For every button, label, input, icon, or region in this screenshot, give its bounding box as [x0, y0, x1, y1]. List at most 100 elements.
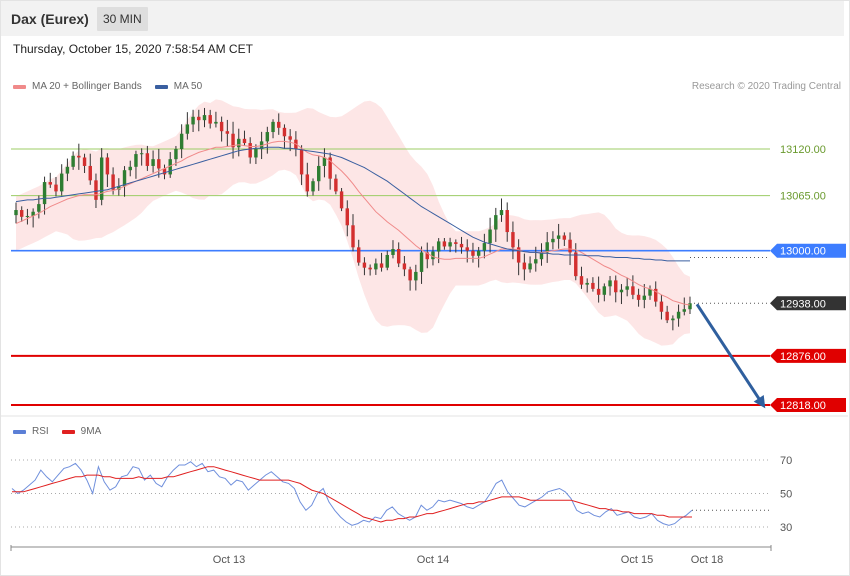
- candle-body: [494, 215, 498, 230]
- candle-body: [305, 174, 310, 192]
- candle-body: [219, 121, 224, 132]
- x-tick-label-2: Oct 15: [621, 554, 653, 566]
- level-badge-12938.00: [770, 296, 846, 311]
- candle-body: [179, 133, 184, 149]
- candle-body: [476, 250, 481, 256]
- candle-body: [111, 174, 115, 190]
- chart-header: Dax (Eurex) 30 MIN: [1, 1, 844, 36]
- candle-body: [436, 241, 441, 252]
- candle-body: [465, 247, 469, 251]
- candle-body: [374, 263, 378, 270]
- ma50-line: [15, 146, 690, 262]
- timestamp: Thursday, October 15, 2020 7:58:54 AM CE…: [13, 42, 253, 56]
- candle-body: [334, 178, 338, 192]
- level-label-13120.00: 13120.00: [780, 144, 826, 156]
- rsi-9ma-line: [12, 466, 692, 523]
- candle-body: [339, 191, 344, 209]
- candle-body: [328, 157, 332, 179]
- candle-body: [379, 263, 384, 268]
- candle-body: [676, 311, 681, 319]
- ma9-legend-swatch: [61, 429, 75, 434]
- candle-body: [254, 149, 258, 158]
- candle-body: [157, 159, 161, 169]
- candle-body: [539, 252, 544, 260]
- ma20-legend-swatch: [13, 84, 26, 89]
- candle-body: [139, 153, 144, 155]
- candle-body: [482, 243, 487, 251]
- candle-body: [128, 166, 132, 171]
- candle-body: [625, 286, 629, 290]
- candle-body: [688, 303, 692, 310]
- level-badge-13000.00: [770, 243, 846, 258]
- candle-body: [311, 181, 315, 192]
- level-badge-12818.00: [770, 398, 846, 412]
- candle-body: [402, 263, 407, 270]
- candle-body: [151, 159, 155, 166]
- candle-body: [237, 138, 241, 148]
- candle-body: [448, 242, 452, 247]
- candle-body: [522, 262, 527, 270]
- main-legend: MA 20 + Bollinger Bands MA 50: [13, 81, 202, 92]
- candle-body: [659, 301, 664, 312]
- candle-body: [454, 242, 458, 244]
- rsi-tick-label-50: 50: [780, 489, 792, 501]
- candle-body: [317, 165, 321, 182]
- candle-body: [654, 288, 658, 302]
- instrument-title: Dax (Eurex): [11, 11, 89, 27]
- candle-body: [671, 318, 675, 321]
- candle-body: [351, 225, 355, 248]
- candle-body: [14, 210, 18, 216]
- candle-body: [619, 289, 624, 293]
- x-tick-label-1: Oct 14: [417, 554, 449, 566]
- candle-body: [396, 249, 401, 264]
- candle-body: [636, 294, 641, 300]
- candle-body: [385, 254, 389, 268]
- candle-body: [65, 166, 70, 174]
- candle-body: [231, 133, 235, 148]
- rsi-legend-label: RSI: [32, 426, 49, 437]
- candle-body: [362, 262, 367, 268]
- ma20-line: [15, 140, 691, 306]
- rsi-tick-label-30: 30: [780, 522, 792, 534]
- x-tick-label-3: Oct 18: [691, 554, 723, 566]
- candle-body: [356, 247, 361, 263]
- candle-body: [534, 259, 538, 264]
- forecast-arrow-head: [753, 394, 766, 409]
- forecast-arrow-shaft: [695, 303, 764, 405]
- candle-body: [665, 311, 669, 321]
- candle-body: [214, 121, 218, 124]
- candle-body: [122, 170, 127, 187]
- credit-text: Research © 2020 Trading Central: [691, 81, 841, 92]
- timeframe-button[interactable]: 30 MIN: [97, 7, 148, 31]
- candle-body: [459, 243, 464, 248]
- candle-body: [511, 232, 515, 248]
- candle-body: [408, 269, 412, 281]
- candle-body: [37, 204, 41, 212]
- candle-body: [191, 116, 195, 125]
- candle-body: [322, 157, 327, 166]
- ma9-legend-label: 9MA: [80, 426, 102, 437]
- candle-body: [585, 282, 589, 285]
- candle-body: [59, 173, 64, 192]
- candle-body: [208, 115, 212, 124]
- candle-body: [499, 210, 504, 216]
- rsi-legend: RSI 9MA: [13, 426, 101, 437]
- candle-body: [579, 276, 584, 285]
- level-label-12818.00: 12818.00: [780, 400, 826, 412]
- candle-body: [288, 136, 292, 140]
- candle-body: [642, 295, 647, 300]
- candle-body: [25, 215, 30, 217]
- candle-body: [162, 168, 167, 175]
- candle-body: [134, 154, 138, 167]
- candle-body: [431, 251, 435, 260]
- candle-body: [88, 165, 92, 181]
- candle-body: [265, 132, 270, 142]
- level-label-13000.00: 13000.00: [780, 246, 826, 258]
- candle-body: [185, 124, 190, 134]
- level-label-13065.00: 13065.00: [780, 191, 826, 203]
- candle-body: [117, 186, 121, 190]
- candle-body: [545, 242, 549, 253]
- candle-body: [368, 267, 372, 270]
- candle-body: [614, 280, 618, 293]
